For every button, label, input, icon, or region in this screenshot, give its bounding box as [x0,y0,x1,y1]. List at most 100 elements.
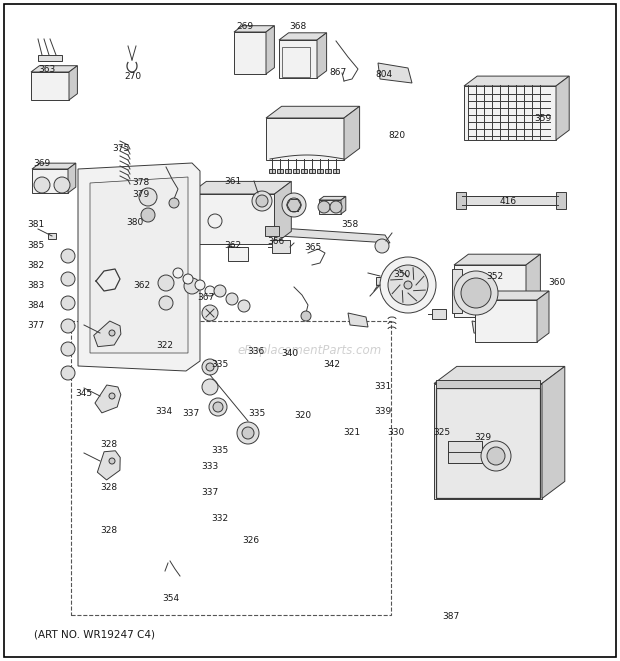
Bar [309,169,315,173]
Polygon shape [232,225,390,243]
Text: 804: 804 [376,69,393,79]
Circle shape [237,422,259,444]
Polygon shape [454,265,526,317]
Text: 384: 384 [27,301,45,310]
Polygon shape [160,173,166,196]
Text: 329: 329 [474,433,491,442]
Text: 383: 383 [27,281,45,290]
Circle shape [202,305,218,321]
Circle shape [487,447,505,465]
Bar [277,169,283,173]
Bar [285,169,291,173]
Text: 368: 368 [289,22,306,31]
Bar [456,192,466,209]
Polygon shape [266,118,344,160]
Text: 380: 380 [126,217,144,227]
Text: 387: 387 [443,611,460,621]
Circle shape [169,198,179,208]
Bar [462,196,558,205]
Text: 345: 345 [75,389,92,398]
Circle shape [375,239,389,253]
Text: 361: 361 [224,177,241,186]
Circle shape [61,249,75,263]
Bar [48,233,56,239]
Circle shape [252,191,272,211]
Polygon shape [434,383,542,498]
Circle shape [213,402,223,412]
Polygon shape [319,200,341,214]
Bar [269,169,275,173]
Circle shape [184,278,200,294]
Bar [376,277,388,285]
Text: 369: 369 [33,159,51,169]
Bar [62,276,67,282]
Text: 335: 335 [211,360,229,369]
Polygon shape [136,200,160,214]
Circle shape [388,265,428,305]
Text: 378: 378 [133,178,150,187]
Polygon shape [69,65,78,100]
Circle shape [206,363,214,371]
Circle shape [205,286,215,296]
Text: 339: 339 [374,407,392,416]
Text: 363: 363 [38,65,55,74]
Text: 381: 381 [27,220,45,229]
Text: 330: 330 [387,428,404,438]
Text: 340: 340 [281,349,299,358]
Bar [38,55,62,61]
Polygon shape [31,65,78,72]
Text: 328: 328 [100,525,117,535]
Text: 359: 359 [534,114,551,124]
Circle shape [61,272,75,286]
Circle shape [183,274,193,284]
Circle shape [34,177,50,193]
Polygon shape [266,106,360,118]
Bar [317,169,323,173]
Bar [282,47,310,77]
Text: 367: 367 [197,293,215,302]
Text: 325: 325 [433,428,450,438]
Circle shape [158,275,174,291]
Circle shape [159,296,173,310]
Circle shape [318,201,330,213]
Polygon shape [454,254,541,265]
Circle shape [61,319,75,333]
Circle shape [380,257,436,313]
Text: 331: 331 [374,382,392,391]
Polygon shape [279,33,327,40]
Circle shape [139,188,157,206]
Polygon shape [140,296,160,309]
Polygon shape [526,254,541,317]
Circle shape [202,359,218,375]
Text: 416: 416 [500,197,517,206]
Text: 335: 335 [249,408,266,418]
Bar [228,247,248,261]
Circle shape [301,311,311,321]
Text: 377: 377 [27,321,45,330]
Polygon shape [537,291,549,342]
Circle shape [173,268,183,278]
Bar [62,370,67,376]
Text: 365: 365 [304,243,322,253]
Text: 337: 337 [182,408,200,418]
Polygon shape [378,63,412,83]
Polygon shape [136,196,165,200]
Text: 328: 328 [100,440,117,449]
Circle shape [404,281,412,289]
Bar [448,441,482,463]
Text: 322: 322 [156,340,173,350]
Polygon shape [266,26,275,74]
Text: 379: 379 [133,190,150,199]
Bar [272,240,290,253]
Bar [436,380,540,388]
Polygon shape [130,223,160,243]
Text: 336: 336 [247,347,264,356]
Text: 382: 382 [27,261,45,270]
Bar [62,300,67,306]
Polygon shape [319,196,346,200]
Polygon shape [32,169,68,193]
Polygon shape [234,26,275,32]
Bar [333,169,339,173]
Text: 334: 334 [156,407,173,416]
Polygon shape [228,246,248,259]
